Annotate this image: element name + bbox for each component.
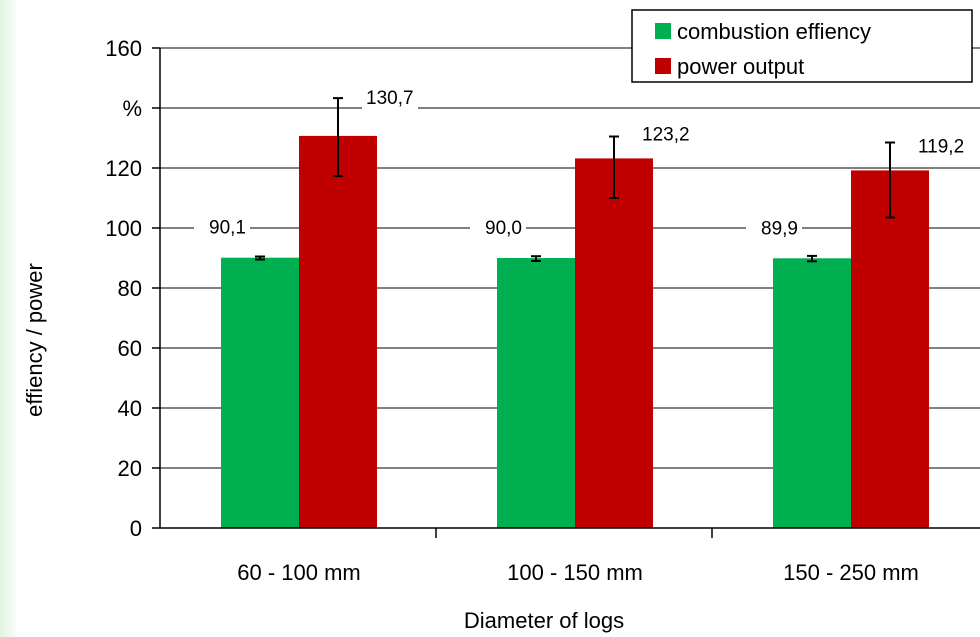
legend-label: power output (677, 54, 804, 79)
legend-swatch (655, 58, 671, 74)
data-label-bg (362, 87, 418, 110)
error-bars (255, 97, 895, 263)
y-tick-label: 60 (118, 336, 142, 361)
bars (221, 135, 929, 528)
bar (221, 257, 299, 528)
bar (497, 258, 575, 528)
data-label: 90,0 (485, 218, 522, 239)
data-label-bg (470, 217, 526, 239)
data-label: 119,2 (918, 136, 964, 157)
y-tick-label: 100 (105, 216, 142, 241)
y-tick-label: 20 (118, 456, 142, 481)
y-tick-label: 0 (130, 516, 142, 541)
data-label: 89,9 (761, 218, 798, 239)
data-label: 123,2 (642, 124, 690, 145)
bar (575, 158, 653, 528)
y-tick-label: 40 (118, 396, 142, 421)
data-label: 130,7 (366, 88, 414, 109)
legend-label: combustion effiency (677, 19, 871, 44)
y-tick-label: 160 (105, 36, 142, 61)
data-label-bg (746, 217, 802, 240)
y-axis-title: effiency / power (22, 263, 47, 417)
bar (299, 135, 377, 528)
data-label-bg (914, 135, 970, 158)
data-labels: 90,1 90,0 89,9 130,7 123,2 119,2 (194, 87, 970, 240)
x-tick-label: 150 - 250 mm (783, 560, 919, 585)
legend-swatch (655, 23, 671, 39)
x-axis-title: Diameter of logs (464, 608, 624, 633)
x-tick-labels: 60 - 100 mm 100 - 150 mm 150 - 250 mm (237, 560, 919, 585)
y-tick-label: 80 (118, 276, 142, 301)
y-tick-labels: 0 20 40 60 80 100 120% 160 (105, 36, 142, 541)
legend: combustion effiency power output (631, 9, 973, 83)
x-tick-label: 100 - 150 mm (507, 560, 643, 585)
bar (851, 170, 929, 528)
legend-box (631, 9, 973, 83)
x-tick-label: 60 - 100 mm (237, 560, 361, 585)
y-tick-label: % (122, 96, 142, 121)
axes (152, 47, 980, 538)
data-label-bg (194, 216, 250, 239)
data-label-bg (638, 123, 694, 146)
bar (773, 258, 851, 528)
data-label: 90,1 (209, 218, 246, 239)
y-tick-label: 120 (105, 156, 142, 181)
left-edge-strip (0, 0, 16, 637)
